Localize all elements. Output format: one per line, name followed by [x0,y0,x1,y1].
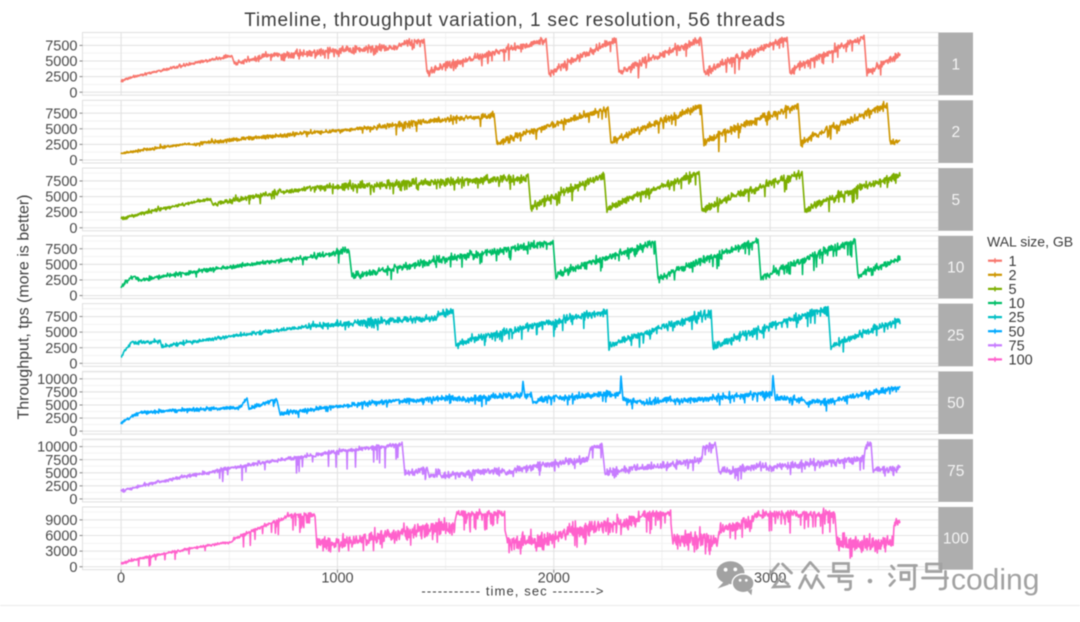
svg-text:0: 0 [69,221,77,237]
svg-text:25: 25 [1009,310,1025,326]
svg-text:2500: 2500 [45,341,77,357]
svg-text:WAL size, GB: WAL size, GB [987,234,1073,250]
svg-text:2500: 2500 [45,479,77,495]
svg-text:100: 100 [1009,352,1033,368]
svg-text:5000: 5000 [45,54,77,70]
svg-text:0: 0 [69,356,77,372]
svg-text:7500: 7500 [45,38,77,54]
svg-text:100: 100 [943,531,969,548]
svg-text:2: 2 [1009,268,1017,284]
svg-text:coding: coding [951,564,1039,597]
svg-text:2500: 2500 [45,273,77,289]
svg-text:10: 10 [947,260,965,277]
svg-text:75: 75 [947,463,964,480]
svg-text:Throughput, tps (more is bette: Throughput, tps (more is better) [16,195,33,420]
svg-text:5: 5 [1009,282,1017,298]
svg-text:5000: 5000 [45,122,77,138]
svg-text:5000: 5000 [45,257,77,273]
svg-text:5000: 5000 [45,325,77,341]
svg-text:0: 0 [69,424,77,440]
svg-text:2500: 2500 [45,411,77,427]
svg-text:----------- time, sec --------: ----------- time, sec --------> [421,584,604,599]
svg-text:2: 2 [951,124,960,141]
svg-text:25: 25 [947,327,964,344]
svg-text:10000: 10000 [37,440,77,456]
svg-text:5000: 5000 [45,398,77,414]
svg-text:50: 50 [1009,324,1025,340]
svg-text:1: 1 [951,56,960,73]
svg-text:1000: 1000 [321,570,353,586]
svg-text:6000: 6000 [45,529,77,545]
svg-text:50: 50 [947,395,965,412]
svg-text:10: 10 [1009,296,1025,312]
svg-text:5000: 5000 [45,190,77,206]
svg-text:75: 75 [1009,338,1025,354]
svg-text:0: 0 [69,153,77,169]
svg-text:0: 0 [69,492,77,508]
svg-text:1: 1 [1009,254,1017,270]
svg-text:Timeline, throughput variation: Timeline, throughput variation, 1 sec re… [244,10,786,31]
svg-text:0: 0 [69,85,77,101]
svg-text:0: 0 [69,560,77,576]
svg-text:0: 0 [69,289,77,305]
svg-text:2000: 2000 [538,570,570,586]
svg-text:9000: 9000 [45,513,77,529]
svg-text:3000: 3000 [45,544,77,560]
svg-text:2500: 2500 [45,205,77,221]
svg-text:10000: 10000 [37,372,77,388]
svg-text:2500: 2500 [45,70,77,86]
svg-text:7500: 7500 [45,453,77,469]
svg-text:7500: 7500 [45,242,77,258]
svg-text:7500: 7500 [45,106,77,122]
svg-text:7500: 7500 [45,385,77,401]
svg-text:0: 0 [117,570,125,586]
svg-text:2500: 2500 [45,137,77,153]
svg-text:5000: 5000 [45,466,77,482]
svg-text:7500: 7500 [45,310,77,326]
svg-text:7500: 7500 [45,174,77,190]
svg-text:5: 5 [951,192,960,209]
